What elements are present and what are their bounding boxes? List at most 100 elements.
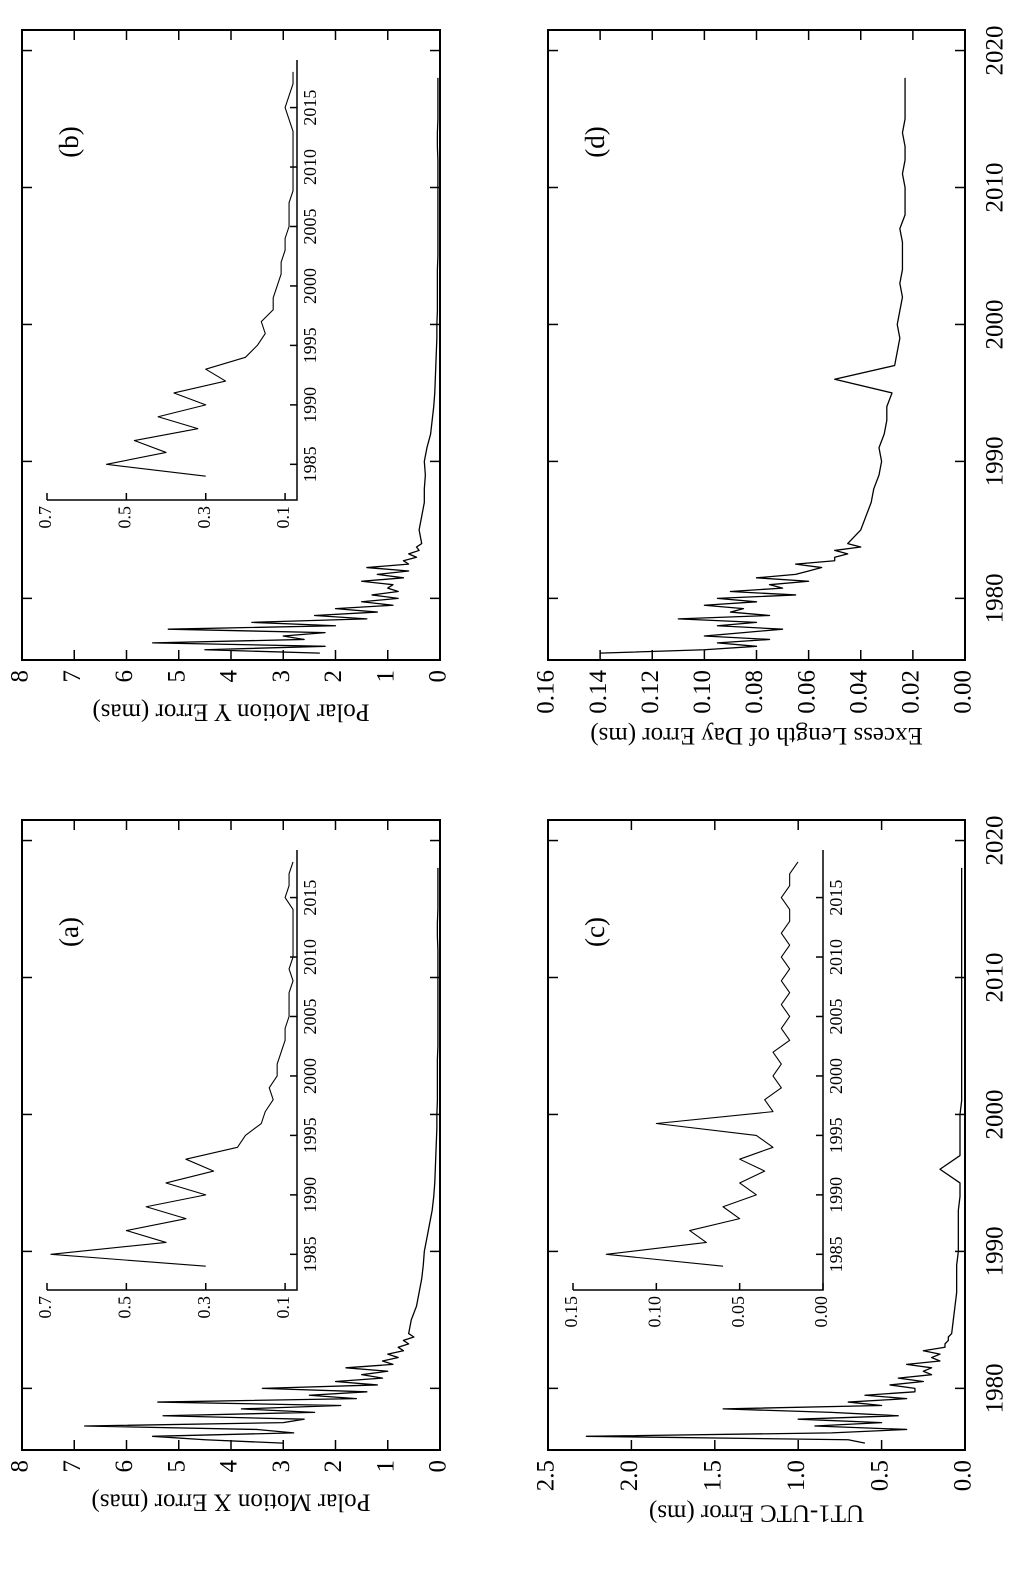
inset-x-tick-label: 1985 — [300, 446, 320, 482]
y-tick-label: 8 — [7, 1460, 34, 1473]
inset-y-tick-label: 0.15 — [561, 1296, 581, 1328]
inset-x-tick-label: 2015 — [300, 880, 320, 916]
y-tick-label: 5 — [163, 670, 190, 683]
y-tick-label: 0.10 — [689, 670, 716, 714]
plot-frame — [21, 819, 441, 1451]
y-tick-label: 0.5 — [866, 1460, 893, 1491]
inset-x-tick-label: 1985 — [300, 1236, 320, 1272]
y-axis-title: Polar Motion Y Error (mas) — [92, 698, 369, 725]
inset-data-line — [50, 861, 294, 1267]
inset-y-tick-label: 0.1 — [273, 1296, 293, 1319]
x-tick-label: 1980 — [982, 573, 1009, 623]
x-tick-label: 1990 — [982, 436, 1009, 486]
data-line — [600, 77, 906, 654]
inset-axes — [573, 850, 824, 1291]
y-tick-label: 8 — [7, 670, 34, 683]
x-tick-label: 2020 — [982, 26, 1009, 76]
y-tick-label: 1.5 — [700, 1460, 727, 1491]
panel-label: (c) — [580, 917, 610, 947]
x-tick-label: 1990 — [982, 1226, 1009, 1276]
plot-frame — [21, 29, 441, 661]
y-tick-label: 2 — [320, 1460, 347, 1473]
y-tick-label: 3 — [268, 670, 295, 683]
inset-y-tick-label: 0.3 — [194, 506, 214, 529]
inset-x-tick-label: 1995 — [826, 1117, 846, 1153]
y-tick-label: 2 — [320, 670, 347, 683]
y-tick-label: 0.04 — [845, 670, 872, 714]
y-tick-label: 0 — [425, 1460, 452, 1473]
y-tick-label: 0.00 — [950, 670, 977, 714]
y-tick-label: 7 — [59, 670, 86, 683]
inset-x-tick-label: 2015 — [826, 880, 846, 916]
inset-x-tick-label: 2010 — [300, 149, 320, 185]
x-tick-label: 2010 — [982, 163, 1009, 213]
inset-x-tick-label: 1990 — [826, 1177, 846, 1213]
y-tick-label: 0.06 — [793, 670, 820, 714]
y-tick-label: 7 — [59, 1460, 86, 1473]
inset-x-tick-label: 1990 — [300, 387, 320, 423]
y-tick-label: 0.02 — [898, 670, 925, 714]
y-tick-label: 0.16 — [533, 670, 560, 714]
x-tick-label: 2000 — [982, 299, 1009, 349]
y-tick-label: 0 — [425, 670, 452, 683]
plot-frame — [547, 29, 966, 661]
y-tick-label: 4 — [216, 670, 243, 683]
y-tick-label: 6 — [111, 1460, 138, 1473]
panel-label: (b) — [54, 126, 84, 157]
inset-x-tick-label: 2000 — [300, 1058, 320, 1094]
y-tick-label: 1 — [372, 670, 399, 683]
y-tick-label: 5 — [163, 1460, 190, 1473]
inset-x-tick-label: 1990 — [300, 1177, 320, 1213]
y-tick-label: 2.5 — [533, 1460, 560, 1491]
inset-axes — [47, 850, 298, 1291]
inset-data-line — [605, 861, 799, 1267]
inset-x-tick-label: 2010 — [826, 939, 846, 975]
y-tick-label: 1.0 — [783, 1460, 810, 1491]
x-tick-label: 2000 — [982, 1089, 1009, 1139]
inset-x-tick-label: 2005 — [300, 998, 320, 1034]
inset-x-tick-label: 1995 — [300, 1117, 320, 1153]
data-line — [84, 867, 439, 1444]
inset-x-tick-label: 1985 — [826, 1236, 846, 1272]
x-tick-label: 2010 — [982, 953, 1009, 1003]
inset-y-tick-label: 0.5 — [114, 506, 134, 529]
y-tick-label: 0.0 — [950, 1460, 977, 1491]
y-tick-label: 3 — [268, 1460, 295, 1473]
inset-y-tick-label: 0.7 — [35, 1296, 55, 1319]
inset-x-tick-label: 2015 — [300, 90, 320, 126]
y-tick-label: 0.14 — [585, 670, 612, 714]
y-axis-title: Polar Motion X Error (mas) — [91, 1488, 370, 1515]
data-line — [151, 77, 439, 654]
y-tick-label: 4 — [216, 1460, 243, 1473]
inset-axes — [47, 60, 298, 501]
inset-y-tick-label: 0.5 — [114, 1296, 134, 1319]
inset-y-tick-label: 0.10 — [644, 1296, 664, 1328]
y-tick-label: 2.0 — [616, 1460, 643, 1491]
panel-label: (d) — [580, 126, 610, 157]
y-axis-title: Excess Length of Day Error (ms) — [590, 722, 923, 749]
inset-x-tick-label: 2010 — [300, 939, 320, 975]
inset-x-tick-label: 1995 — [300, 327, 320, 363]
data-line — [585, 867, 963, 1444]
inset-x-tick-label: 2005 — [300, 208, 320, 244]
y-tick-label: 1 — [372, 1460, 399, 1473]
x-tick-label: 1980 — [982, 1363, 1009, 1413]
inset-x-tick-label: 2000 — [300, 268, 320, 304]
inset-x-tick-label: 2005 — [826, 998, 846, 1034]
inset-y-tick-label: 0.7 — [35, 506, 55, 529]
panel-label: (a) — [54, 917, 84, 947]
inset-x-tick-label: 2000 — [826, 1058, 846, 1094]
y-tick-label: 6 — [111, 670, 138, 683]
inset-y-tick-label: 0.3 — [194, 1296, 214, 1319]
y-tick-label: 0.12 — [637, 670, 664, 714]
inset-y-tick-label: 0.05 — [728, 1296, 748, 1328]
inset-y-tick-label: 0.00 — [811, 1296, 831, 1328]
plot-frame — [547, 819, 966, 1451]
y-axis-title: UT1-UTC Error (ms) — [649, 1500, 864, 1527]
inset-data-line — [105, 71, 294, 477]
y-tick-label: 0.08 — [741, 670, 768, 714]
x-tick-label: 2020 — [982, 816, 1009, 866]
inset-y-tick-label: 0.1 — [273, 506, 293, 529]
rotated-figure: 0 1 2 3 4 5 6 7 8 Polar Motion X Error (mas) (a) 0.… — [7, 26, 1009, 1527]
